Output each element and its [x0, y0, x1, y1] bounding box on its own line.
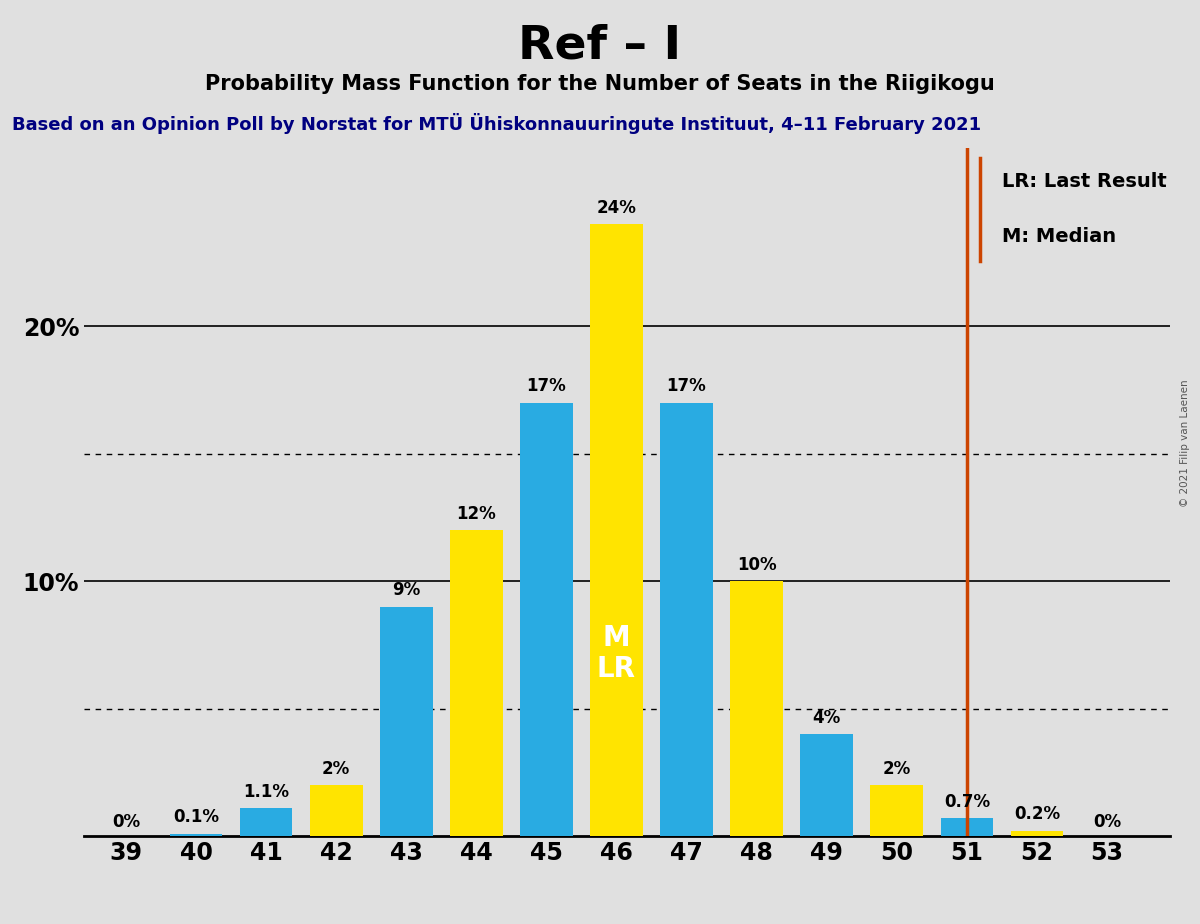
- Text: 0.1%: 0.1%: [173, 808, 220, 826]
- Bar: [590, 225, 643, 836]
- Text: LR: Last Result: LR: Last Result: [1002, 172, 1166, 191]
- Text: 4%: 4%: [812, 709, 841, 726]
- Text: 0%: 0%: [112, 813, 140, 831]
- Bar: [240, 808, 293, 836]
- Bar: [450, 530, 503, 836]
- Text: 0.2%: 0.2%: [1014, 806, 1060, 823]
- Text: 0.7%: 0.7%: [943, 793, 990, 810]
- Text: Probability Mass Function for the Number of Seats in the Riigikogu: Probability Mass Function for the Number…: [205, 74, 995, 94]
- Bar: [520, 403, 572, 836]
- Text: 2%: 2%: [322, 760, 350, 778]
- Bar: [870, 785, 923, 836]
- Text: 10%: 10%: [737, 555, 776, 574]
- Text: 0%: 0%: [1093, 813, 1121, 831]
- Text: 12%: 12%: [456, 505, 497, 523]
- Text: © 2021 Filip van Laenen: © 2021 Filip van Laenen: [1181, 380, 1190, 507]
- Text: 2%: 2%: [883, 760, 911, 778]
- Bar: [170, 833, 222, 836]
- Bar: [800, 735, 853, 836]
- Bar: [380, 607, 432, 836]
- Text: 17%: 17%: [527, 377, 566, 395]
- Bar: [310, 785, 362, 836]
- Text: 1.1%: 1.1%: [244, 783, 289, 800]
- Bar: [1010, 831, 1063, 836]
- Text: M: Median: M: Median: [1002, 227, 1116, 246]
- Text: 17%: 17%: [667, 377, 707, 395]
- Text: Based on an Opinion Poll by Norstat for MTÜ Ühiskonnauuringute Instituut, 4–11 F: Based on an Opinion Poll by Norstat for …: [12, 113, 982, 134]
- Text: 9%: 9%: [392, 581, 420, 599]
- Bar: [941, 819, 994, 836]
- Text: Ref – I: Ref – I: [518, 23, 682, 68]
- Bar: [731, 581, 782, 836]
- Bar: [660, 403, 713, 836]
- Text: 24%: 24%: [596, 199, 636, 217]
- Text: M
LR: M LR: [596, 624, 636, 683]
